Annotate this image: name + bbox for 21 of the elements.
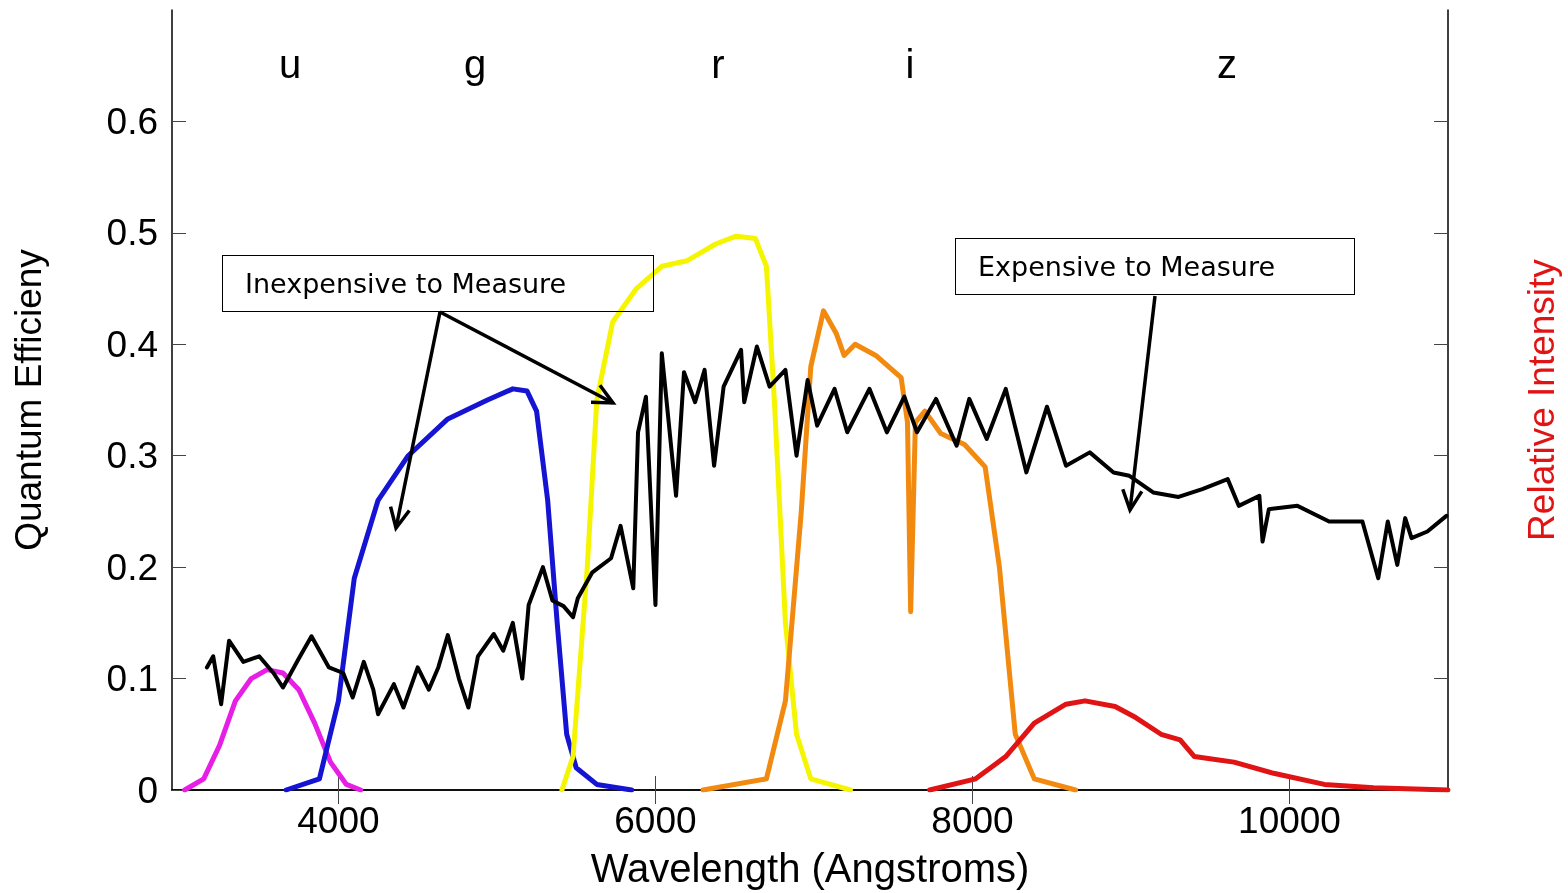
x-tick-label: 8000 xyxy=(931,800,1014,841)
x-tick-label: 10000 xyxy=(1238,800,1341,841)
annotation: u xyxy=(277,42,303,87)
annotation: g xyxy=(462,42,488,87)
y-tick-label: 0.3 xyxy=(106,435,158,477)
callout-box: Inexpensive to Measure xyxy=(222,255,654,312)
y-tick-label: 0 xyxy=(137,769,158,811)
annotation: i xyxy=(904,42,916,87)
y-axis-title: Quantum Efficieny xyxy=(8,248,49,551)
y2-axis-title: Relative Intensity xyxy=(1521,258,1562,541)
y-tick-label: 0.5 xyxy=(106,212,158,254)
y-tick-label: 0.2 xyxy=(106,546,158,588)
y-tick-label: 0.6 xyxy=(106,100,158,142)
y-tick-label: 0.4 xyxy=(106,323,158,365)
x-tick-label: 4000 xyxy=(297,800,380,841)
annotation: r xyxy=(710,42,726,87)
callout-box: Expensive to Measure xyxy=(955,238,1355,295)
x-tick-label: 6000 xyxy=(614,800,697,841)
annotation: z xyxy=(1216,42,1238,87)
y-tick-label: 0.1 xyxy=(106,658,158,700)
x-axis-title: Wavelength (Angstroms) xyxy=(590,846,1030,890)
